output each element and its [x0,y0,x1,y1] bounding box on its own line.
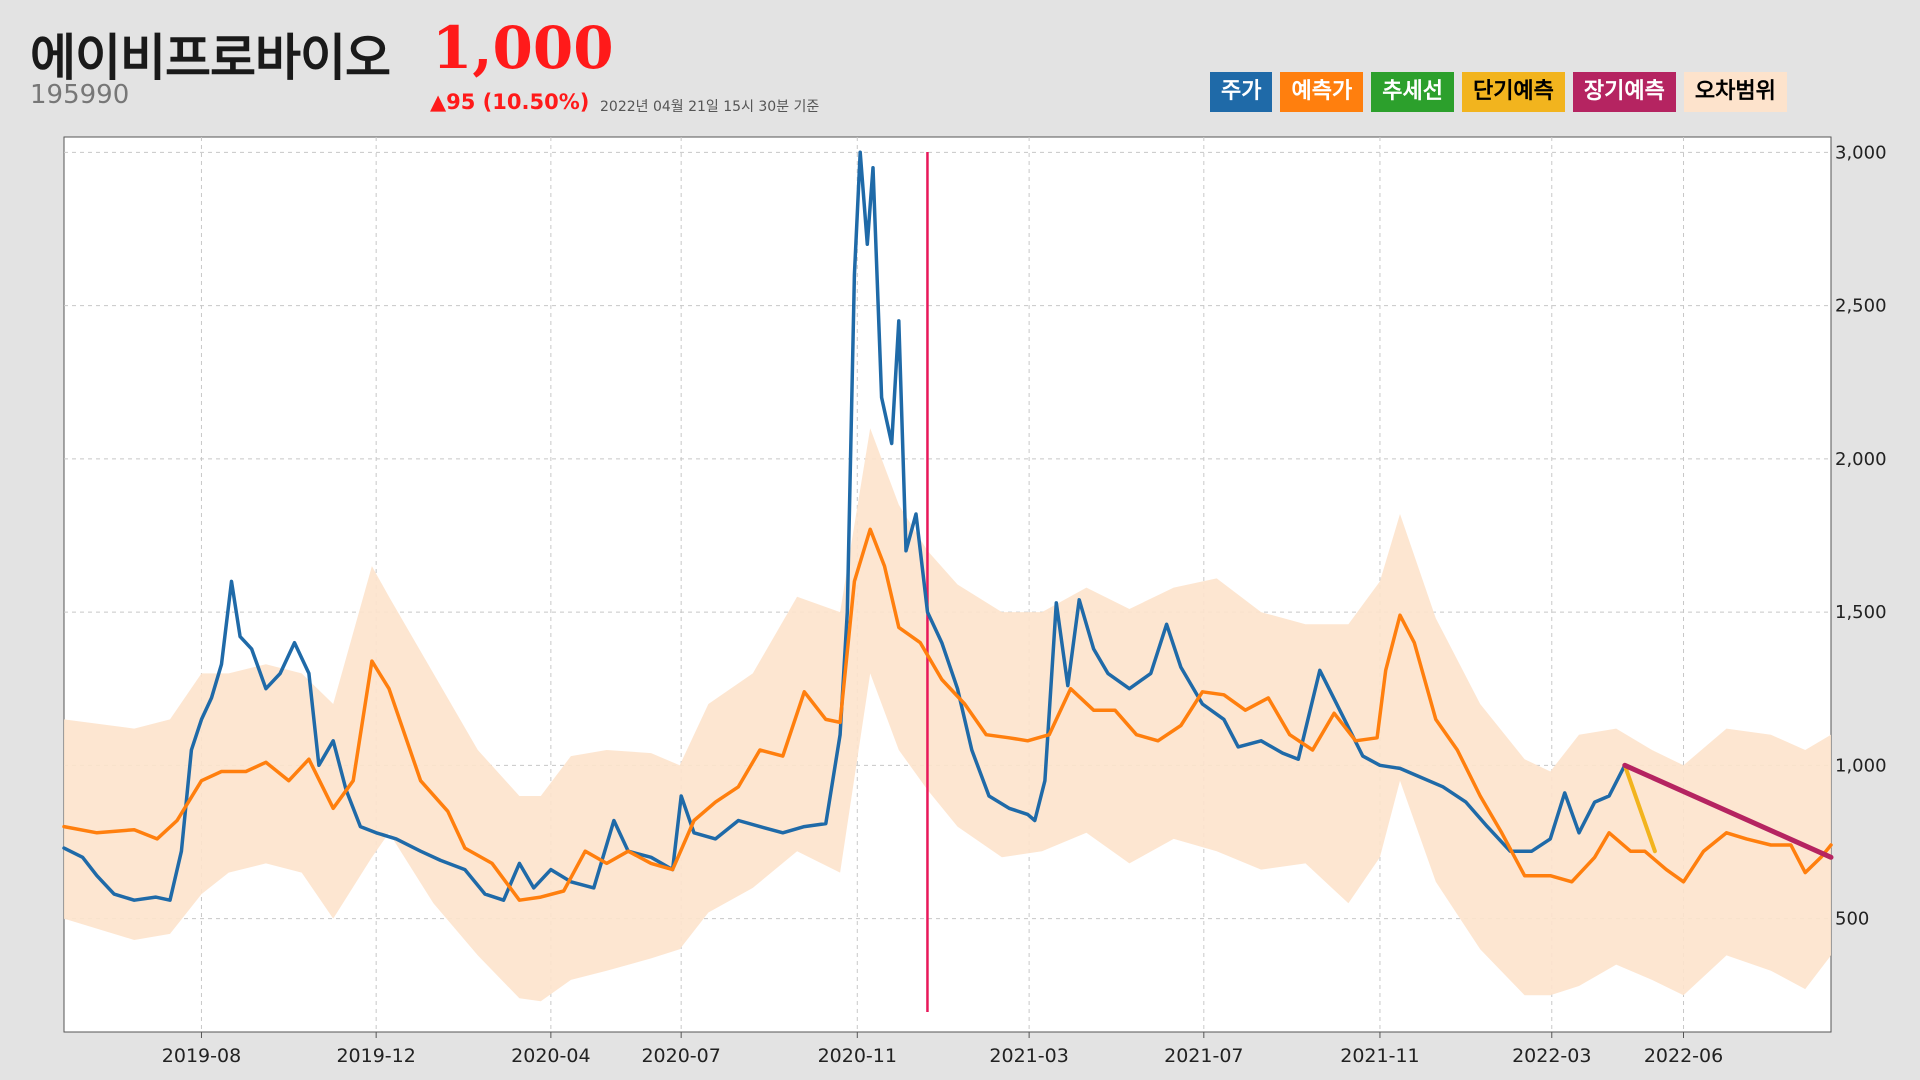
chart-legend: 주가 예측가 추세선 단기예측 장기예측 오차범위 [1210,72,1787,112]
legend-item: 예측가 [1280,72,1364,112]
stock-name: 에이비프로바이오 [30,29,391,87]
timestamp: 2022년 04월 21일 15시 30분 기준 [600,99,820,115]
x-tick-label: 2020-11 [818,1045,897,1067]
legend-item: 주가 [1210,72,1273,112]
error-band [64,428,1831,1002]
x-tick-label: 2021-07 [1164,1045,1243,1067]
y-tick-label: 3,000 [1835,142,1887,163]
price-change: ▲95 (10.50%) [430,90,590,114]
x-tick-label: 2020-04 [511,1045,590,1067]
x-tick-label: 2022-06 [1644,1045,1723,1067]
y-tick-label: 500 [1835,909,1869,930]
series-line-2 [1622,763,1657,854]
x-tick-label: 2021-11 [1340,1045,1419,1067]
y-tick-label: 1,500 [1835,602,1887,623]
legend-item: 단기예측 [1461,72,1565,112]
series-line-1 [62,527,1833,902]
x-tick-label: 2022-03 [1512,1045,1591,1067]
series-line-3 [1622,762,1834,860]
stock-code: 195990 [30,80,130,110]
legend-item: 오차범위 [1683,72,1787,112]
legend-item: 추세선 [1371,72,1454,112]
x-tick-label: 2019-12 [336,1045,415,1067]
x-tick-label: 2020-07 [641,1045,720,1067]
series-line-0 [62,150,1627,902]
x-tick-label: 2019-08 [162,1045,241,1067]
x-tick-label: 2021-03 [989,1045,1068,1067]
legend-item: 장기예측 [1572,72,1676,112]
y-tick-label: 2,500 [1835,296,1887,317]
y-tick-label: 2,000 [1835,449,1887,470]
current-price: 1,000 [432,14,614,82]
y-tick-label: 1,000 [1835,755,1887,776]
